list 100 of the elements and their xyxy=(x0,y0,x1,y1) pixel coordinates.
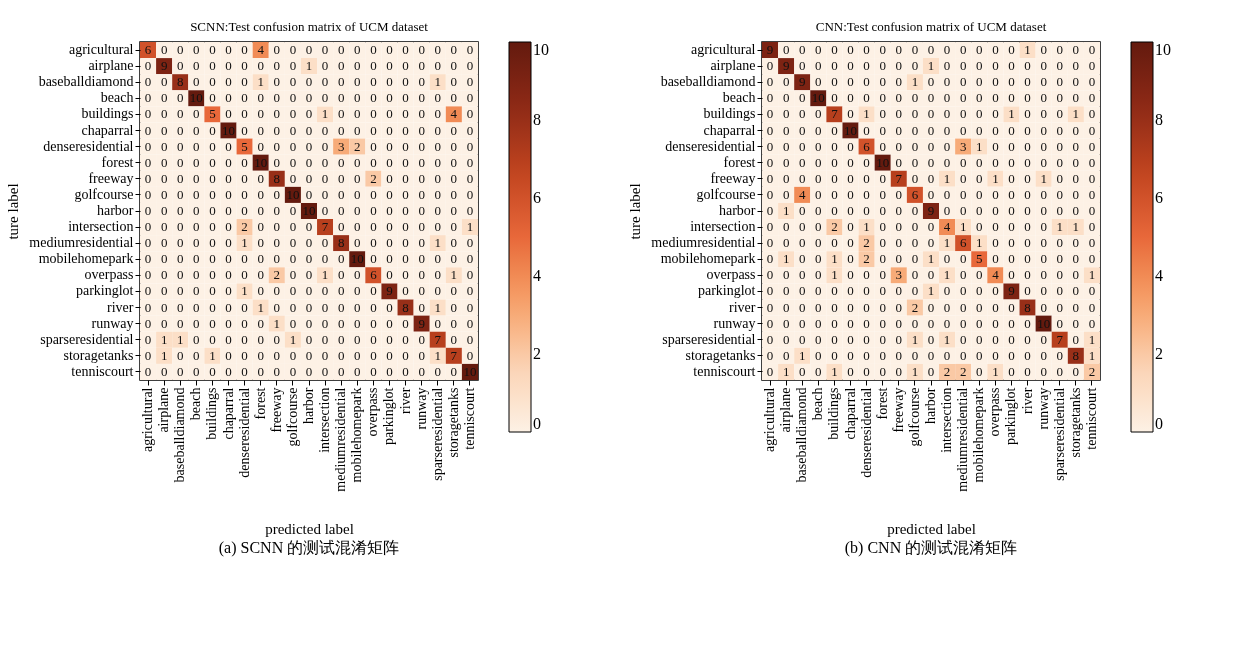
data-label: 0 xyxy=(289,122,297,138)
data-label: 0 xyxy=(847,58,854,74)
data-label: 0 xyxy=(1040,90,1047,106)
data-label: 0 xyxy=(766,154,774,170)
data-label: 0 xyxy=(321,251,329,267)
data-label: 3 xyxy=(959,138,967,154)
data-label: 0 xyxy=(257,219,264,235)
data-label: 0 xyxy=(1024,283,1031,299)
y-tick-label: sparseresidential xyxy=(662,331,756,347)
data-label: 0 xyxy=(160,42,168,58)
data-label: 0 xyxy=(386,90,393,106)
y-tick-label: runway xyxy=(91,315,134,331)
data-label: 0 xyxy=(434,90,442,106)
data-label: 0 xyxy=(863,170,870,186)
data-label: 0 xyxy=(927,219,935,235)
data-label: 0 xyxy=(160,363,168,379)
data-label: 0 xyxy=(321,58,329,74)
data-label: 0 xyxy=(209,154,216,170)
y-tick-label: runway xyxy=(713,315,756,331)
data-label: 0 xyxy=(831,170,838,186)
data-label: 0 xyxy=(1072,138,1080,154)
x-tick-label: airplane xyxy=(156,387,172,433)
data-label: 0 xyxy=(209,90,216,106)
data-label: 0 xyxy=(241,347,248,363)
y-tick-label: agricultural xyxy=(690,42,756,58)
x-tick-label: beach xyxy=(810,387,826,421)
y-tick-label: golfcourse xyxy=(74,186,134,202)
data-label: 0 xyxy=(1072,283,1080,299)
data-label: 0 xyxy=(386,251,393,267)
data-label: 0 xyxy=(337,90,345,106)
data-label: 0 xyxy=(927,122,935,138)
data-label: 0 xyxy=(943,283,951,299)
data-label: 0 xyxy=(798,170,806,186)
data-label: 0 xyxy=(1072,235,1080,251)
data-label: 0 xyxy=(176,315,184,331)
data-label: 0 xyxy=(895,363,903,379)
y-tick-label: sparseresidential xyxy=(40,331,134,347)
data-label: 0 xyxy=(815,235,822,251)
data-label: 1 xyxy=(911,363,919,379)
data-label: 0 xyxy=(927,235,935,251)
data-label: 0 xyxy=(418,363,425,379)
data-label: 0 xyxy=(466,42,474,58)
data-label: 0 xyxy=(863,203,870,218)
data-label: 0 xyxy=(370,315,377,331)
data-label: 0 xyxy=(927,186,935,202)
data-label: 0 xyxy=(992,251,999,267)
data-label: 0 xyxy=(927,331,935,347)
data-label: 0 xyxy=(337,154,345,170)
data-label: 1 xyxy=(305,58,313,74)
data-label: 0 xyxy=(943,122,951,138)
data-label: 1 xyxy=(273,315,281,331)
data-label: 9 xyxy=(386,283,393,299)
data-label: 0 xyxy=(895,138,903,154)
data-label: 1 xyxy=(1072,106,1080,122)
data-label: 0 xyxy=(209,170,216,186)
data-label: 0 xyxy=(911,283,919,299)
data-label: 0 xyxy=(225,235,232,251)
data-label: 0 xyxy=(782,219,790,235)
data-label: 0 xyxy=(273,138,281,154)
data-label: 0 xyxy=(976,331,983,347)
y-tick-label: harbor xyxy=(96,203,134,218)
data-label: 0 xyxy=(466,331,474,347)
data-label: 1 xyxy=(863,106,870,122)
data-label: 0 xyxy=(273,219,281,235)
data-label: 0 xyxy=(289,267,297,283)
x-tick-label: denseresidential xyxy=(236,387,252,478)
data-label: 0 xyxy=(798,138,806,154)
data-label: 0 xyxy=(879,42,886,58)
data-label: 0 xyxy=(831,42,838,58)
data-label: 0 xyxy=(863,283,870,299)
data-label: 1 xyxy=(257,299,264,315)
data-label: 1 xyxy=(831,267,838,283)
data-label: 0 xyxy=(321,42,329,58)
data-label: 0 xyxy=(354,299,361,315)
data-label: 0 xyxy=(209,299,216,315)
data-label: 0 xyxy=(831,299,838,315)
data-label: 1 xyxy=(863,219,870,235)
data-label: 0 xyxy=(798,331,806,347)
data-label: 0 xyxy=(879,347,886,363)
data-label: 0 xyxy=(831,58,838,74)
data-label: 0 xyxy=(176,363,184,379)
data-label: 3 xyxy=(337,138,345,154)
data-label: 0 xyxy=(1024,235,1031,251)
data-label: 6 xyxy=(144,42,152,58)
data-label: 0 xyxy=(943,186,951,202)
data-label: 0 xyxy=(879,186,886,202)
data-label: 10 xyxy=(222,122,236,138)
data-label: 0 xyxy=(1024,347,1031,363)
data-label: 0 xyxy=(241,90,248,106)
data-label: 0 xyxy=(370,58,377,74)
data-label: 0 xyxy=(831,90,838,106)
data-label: 0 xyxy=(1008,90,1015,106)
data-label: 8 xyxy=(176,74,184,90)
data-label: 0 xyxy=(241,106,248,122)
data-label: 0 xyxy=(959,251,967,267)
data-label: 0 xyxy=(1008,42,1015,58)
data-label: 0 xyxy=(209,42,216,58)
data-label: 0 xyxy=(992,42,999,58)
data-label: 10 xyxy=(1037,315,1051,331)
data-label: 0 xyxy=(418,170,425,186)
